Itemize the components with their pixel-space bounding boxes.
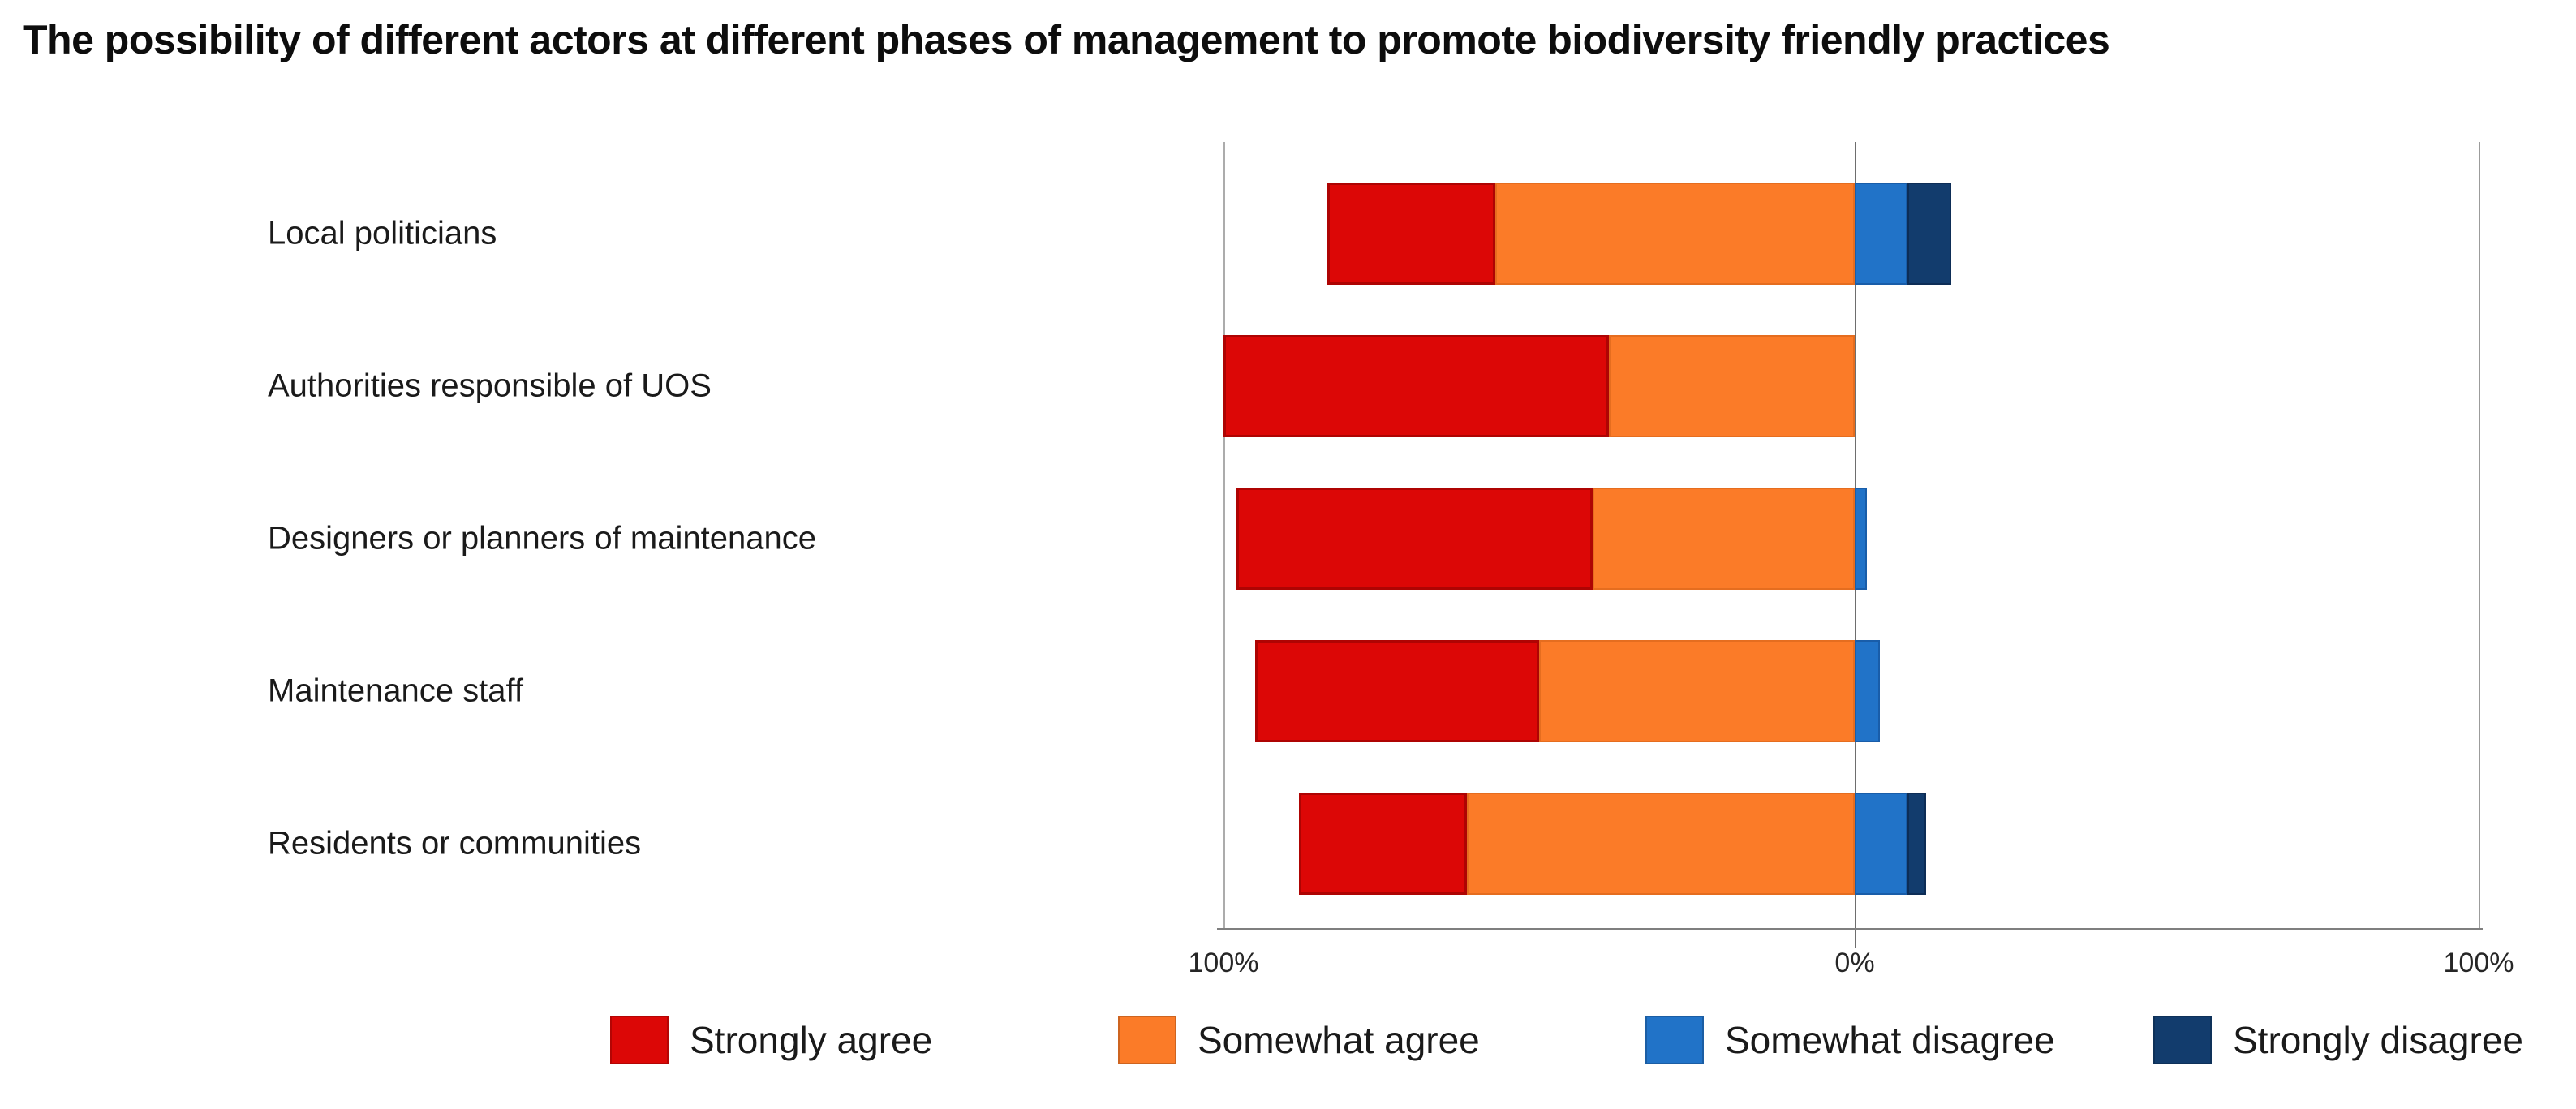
bar-segment-somewhat-agree xyxy=(1539,640,1855,742)
legend-label: Strongly disagree xyxy=(2233,1019,2523,1061)
gridline-left-100 xyxy=(1223,142,1225,929)
x-axis-line xyxy=(1217,928,2483,930)
category-label: Local politicians xyxy=(268,215,497,251)
legend-swatch-icon xyxy=(1645,1016,1704,1064)
bar-segment-somewhat-disagree xyxy=(1855,183,1908,285)
legend-swatch-icon xyxy=(2153,1016,2212,1064)
chart-title: The possibility of different actors at d… xyxy=(23,17,2110,62)
x-tick-left-100: 100% xyxy=(1188,948,1259,978)
legend-swatch-icon xyxy=(610,1016,669,1064)
category-label: Designers or planners of maintenance xyxy=(268,520,816,557)
bar-segment-somewhat-agree xyxy=(1466,793,1855,895)
bar-segment-strongly-agree xyxy=(1236,488,1593,590)
bar-segment-somewhat-disagree xyxy=(1855,793,1908,895)
category-label: Authorities responsible of UOS xyxy=(268,368,712,404)
bar-segment-strongly-agree xyxy=(1299,793,1467,895)
legend-item-strongly-agree: Strongly agree xyxy=(610,1016,932,1064)
bar-segment-strongly-disagree xyxy=(1907,793,1927,895)
legend-item-strongly-disagree: Strongly disagree xyxy=(2153,1016,2523,1064)
x-tick-zero: 0% xyxy=(1834,948,1875,978)
bar-segment-somewhat-disagree xyxy=(1855,488,1868,590)
x-tick-right-100: 100% xyxy=(2443,948,2514,978)
bar-segment-strongly-disagree xyxy=(1907,183,1952,285)
bar-segment-somewhat-agree xyxy=(1608,335,1855,437)
legend-label: Somewhat disagree xyxy=(1725,1019,2055,1061)
legend-label: Strongly agree xyxy=(690,1019,933,1061)
legend-item-somewhat-disagree: Somewhat disagree xyxy=(1645,1016,2055,1064)
legend-item-somewhat-agree: Somewhat agree xyxy=(1118,1016,1480,1064)
legend-label: Somewhat agree xyxy=(1198,1019,1480,1061)
bar-segment-somewhat-agree xyxy=(1494,183,1855,285)
bar-segment-somewhat-disagree xyxy=(1855,640,1880,742)
bar-segment-strongly-agree xyxy=(1254,640,1539,742)
category-label: Residents or communities xyxy=(268,825,642,862)
bar-segment-strongly-agree xyxy=(1223,335,1609,437)
bar-segment-somewhat-agree xyxy=(1593,488,1855,590)
bar-segment-strongly-agree xyxy=(1327,183,1495,285)
category-label: Maintenance staff xyxy=(268,673,524,709)
gridline-right-100 xyxy=(2479,142,2480,929)
legend-swatch-icon xyxy=(1118,1016,1176,1064)
